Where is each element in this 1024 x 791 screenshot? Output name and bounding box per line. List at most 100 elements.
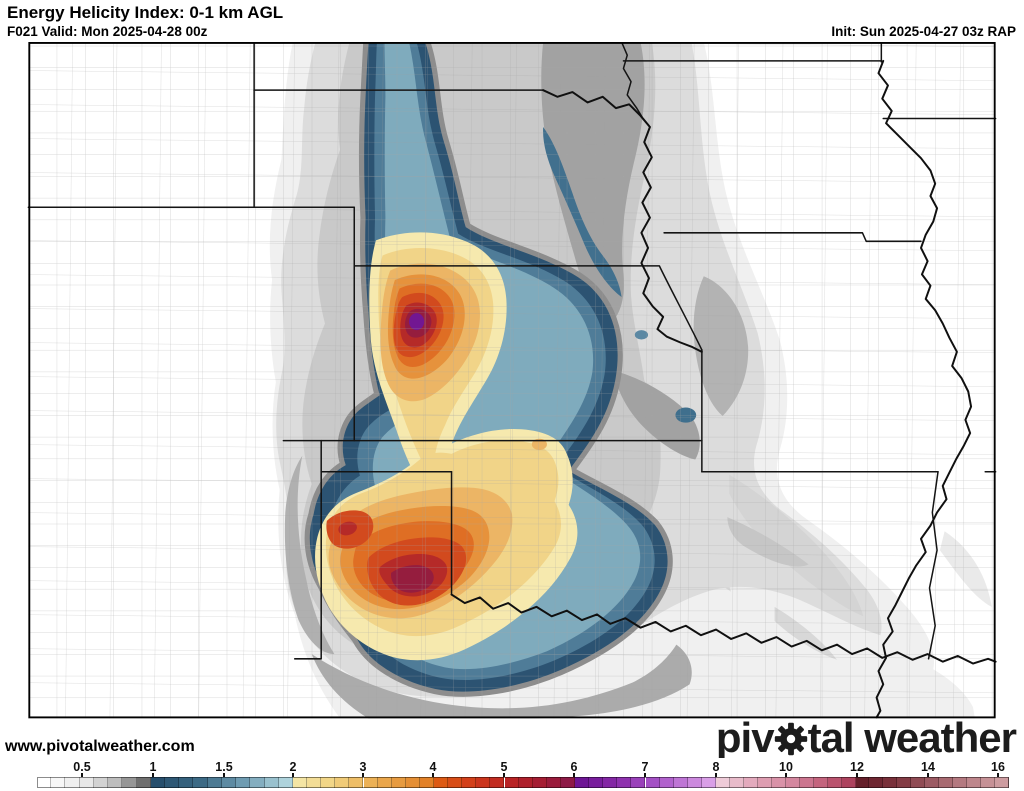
colorbar-cell	[869, 777, 884, 788]
colorbar-tick-label: 2	[289, 760, 297, 774]
colorbar-cell	[221, 777, 237, 788]
colorbar-cell	[122, 777, 137, 788]
colorbar-cell	[855, 777, 870, 788]
colorbar-tick-mark	[152, 773, 154, 777]
colorbar-tick-label: 1.5	[215, 760, 233, 774]
colorbar-cell	[575, 777, 590, 788]
colorbar-cell	[757, 777, 772, 788]
colorbar-cell	[391, 777, 406, 788]
colorbar-cell	[743, 777, 758, 788]
colorbar-tick-mark	[81, 773, 83, 777]
colorbar-cell	[250, 777, 265, 788]
colorbar-cell	[995, 777, 1009, 788]
colorbar-cell	[150, 777, 165, 788]
colorbar-tick-mark	[644, 773, 646, 777]
colorbar-cell	[179, 777, 194, 788]
county-grid	[28, 42, 996, 719]
colorbar-tick-label: 4	[429, 760, 437, 774]
colorbar-tick-label: 0.5	[73, 760, 91, 774]
colorbar-cell	[716, 777, 730, 788]
page-title: Energy Helicity Index: 0-1 km AGL	[7, 3, 284, 22]
valid-time-label: F021 Valid: Mon 2025-04-28 00z	[7, 24, 208, 39]
colorbar-cell	[967, 777, 982, 788]
gear-icon	[774, 720, 808, 764]
colorbar-cell	[264, 777, 279, 788]
colorbar-tick-mark	[856, 773, 858, 777]
colorbar-tick-mark	[573, 773, 575, 777]
colorbar-cell	[771, 777, 786, 788]
colorbar-cell	[490, 777, 505, 788]
colorbar-cell	[363, 777, 378, 788]
colorbar-tick-mark	[432, 773, 434, 777]
colorbar-cell	[981, 777, 996, 788]
colorbar-tick-mark	[715, 773, 717, 777]
colorbar-cell	[841, 777, 856, 788]
colorbar-cell	[321, 777, 336, 788]
colorbar-cell	[729, 777, 744, 788]
colorbar-cell	[532, 777, 547, 788]
colorbar-cell	[589, 777, 604, 788]
colorbar-cell	[673, 777, 688, 788]
colorbar-cell	[645, 777, 660, 788]
colorbar-cell	[293, 777, 308, 788]
colorbar-cell	[65, 777, 80, 788]
colorbar-cell	[617, 777, 632, 788]
map-svg	[27, 36, 997, 719]
colorbar-tick-mark	[927, 773, 929, 777]
colorbar-cell	[939, 777, 954, 788]
colorbar-cell	[278, 777, 293, 788]
colorbar-cell	[434, 777, 449, 788]
colorbar-cell	[349, 777, 364, 788]
colorbar-tick-mark	[503, 773, 505, 777]
watermark-url: www.pivotalweather.com	[5, 738, 195, 755]
river-borders	[450, 59, 997, 719]
colorbar-cell	[953, 777, 968, 788]
state-borders	[27, 41, 997, 660]
colorbar-cell	[476, 777, 491, 788]
colorbar-tick-label: 8	[712, 760, 720, 774]
colorbar-cell	[631, 777, 646, 788]
colorbar-cell	[51, 777, 66, 788]
map-frame	[28, 42, 996, 719]
colorbar-cell	[37, 777, 52, 788]
colorbar-tick-label: 10	[779, 760, 793, 774]
colorbar-cell	[701, 777, 716, 788]
colorbar-cell	[546, 777, 561, 788]
colorbar-cell	[504, 777, 519, 788]
colorbar-tick-mark	[362, 773, 364, 777]
colorbar-cell	[236, 777, 251, 788]
colorbar-tick-mark	[223, 773, 225, 777]
colorbar-cell	[108, 777, 123, 788]
colorbar-cell	[136, 777, 151, 788]
colorbar-tick-mark	[997, 773, 999, 777]
colorbar-cell	[335, 777, 350, 788]
colorbar-cell	[911, 777, 926, 788]
colorbar-cell	[799, 777, 814, 788]
colorbar-cell	[883, 777, 898, 788]
colorbar-cell	[603, 777, 618, 788]
colorbar-tick-mark	[292, 773, 294, 777]
colorbar-tick-label: 1	[149, 760, 157, 774]
colorbar-tick-label: 3	[359, 760, 367, 774]
logo-text-right: tal weather	[807, 714, 1017, 761]
colorbar-tick-mark	[785, 773, 787, 777]
colorbar-tick-label: 6	[570, 760, 578, 774]
colorbar-cell	[307, 777, 322, 788]
init-time-label: Init: Sun 2025-04-27 03z RAP	[831, 24, 1016, 39]
colorbar-tick-label: 7	[641, 760, 649, 774]
colorbar-cell	[518, 777, 533, 788]
colorbar-cell	[165, 777, 180, 788]
colorbar-cell	[377, 777, 392, 788]
pivotal-weather-logo: piv tal weather	[716, 714, 1017, 764]
colorbar-cell	[560, 777, 575, 788]
colorbar-tick-label: 14	[921, 760, 935, 774]
colorbar-cell	[193, 777, 208, 788]
colorbar-cell	[462, 777, 477, 788]
colorbar-cell	[419, 777, 434, 788]
colorbar-cell	[925, 777, 940, 788]
colorbar-cell	[687, 777, 702, 788]
colorbar-cell	[897, 777, 912, 788]
colorbar-tick-label: 5	[500, 760, 508, 774]
colorbar-tick-label: 12	[850, 760, 864, 774]
